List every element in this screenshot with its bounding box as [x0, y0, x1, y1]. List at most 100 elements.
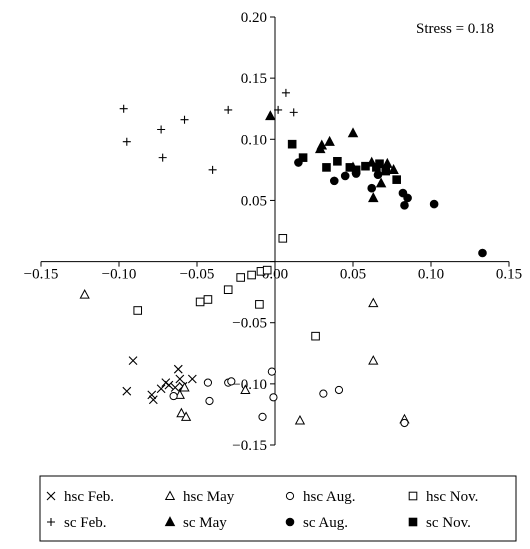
data-point — [382, 157, 393, 168]
series-hsc-nov — [133, 234, 320, 341]
data-point — [375, 177, 387, 188]
data-point — [347, 127, 359, 138]
legend-item: sc Aug. — [285, 515, 348, 531]
data-point — [319, 389, 328, 398]
data-point — [294, 414, 306, 425]
legend-marker — [408, 491, 418, 501]
data-point — [314, 143, 326, 154]
data-point — [158, 153, 167, 162]
data-point — [187, 374, 197, 384]
data-point — [128, 356, 138, 366]
series-sc-nov — [287, 139, 401, 184]
data-point — [392, 175, 401, 184]
y-tick-label: 0.20 — [241, 10, 267, 26]
data-point — [258, 412, 267, 421]
x-tick-label: −0.10 — [102, 267, 137, 283]
data-point — [164, 380, 174, 390]
series-sc-feb — [119, 88, 298, 174]
data-point — [208, 165, 217, 174]
data-point — [400, 201, 409, 210]
data-point — [287, 139, 297, 149]
data-point — [179, 381, 190, 392]
legend-marker — [164, 516, 176, 527]
legend-item: sc May — [164, 515, 227, 531]
data-point — [203, 378, 213, 387]
data-point — [122, 137, 131, 146]
data-point — [269, 393, 278, 402]
data-point — [133, 306, 143, 315]
data-point — [334, 385, 344, 395]
data-point — [180, 411, 192, 421]
data-point — [119, 104, 128, 113]
legend-item: hsc Feb. — [46, 489, 114, 505]
legend-label: hsc May — [183, 489, 235, 505]
data-point — [289, 108, 298, 117]
data-point — [311, 331, 320, 341]
legend-label: hsc Aug. — [303, 489, 356, 505]
data-point — [223, 285, 233, 294]
data-point — [173, 364, 183, 374]
data-point — [340, 171, 350, 181]
legend-label: sc Feb. — [64, 515, 107, 531]
data-point — [148, 395, 158, 405]
legend-marker — [285, 517, 295, 527]
legend-item: hsc May — [164, 489, 235, 505]
data-point — [274, 105, 283, 114]
data-point — [281, 88, 290, 97]
legend-item: hsc Nov. — [408, 489, 478, 505]
y-tick-label: 0.15 — [241, 71, 267, 87]
legend-box — [39, 475, 517, 542]
data-point — [298, 153, 308, 162]
legend-label: hsc Feb. — [64, 489, 114, 505]
data-point — [169, 391, 178, 401]
x-tick-label: −0.15 — [24, 267, 59, 283]
legend: hsc Feb. hsc May hsc Aug. hsc Nov. sc Feb. sc… — [39, 475, 517, 542]
data-point — [351, 165, 361, 175]
series-hsc-aug — [169, 367, 409, 428]
data-point — [247, 270, 256, 280]
legend-item: sc Feb. — [47, 515, 107, 531]
data-point — [478, 248, 487, 258]
series-hsc-may — [79, 289, 410, 425]
data-point — [195, 297, 205, 307]
data-point — [267, 367, 276, 376]
data-point — [180, 115, 189, 124]
data-point — [403, 193, 412, 203]
data-point — [227, 377, 236, 386]
legend-label: sc Aug. — [303, 515, 348, 531]
legend-marker — [285, 491, 295, 501]
axes — [40, 16, 510, 446]
data-point — [381, 166, 391, 176]
y-tick-label: 0.05 — [241, 193, 267, 209]
data-point — [147, 390, 157, 400]
legend-label: sc May — [183, 515, 227, 531]
data-point — [388, 164, 399, 174]
data-point — [240, 384, 251, 394]
series-sc-may — [265, 110, 399, 203]
data-point — [368, 355, 379, 365]
data-point — [333, 156, 342, 166]
data-point — [236, 273, 245, 282]
y-tick-label: −0.15 — [232, 438, 267, 454]
data-point — [324, 135, 335, 146]
data-point — [368, 297, 379, 308]
y-tick-label: −0.05 — [232, 316, 267, 332]
data-points — [79, 88, 487, 428]
data-point — [79, 289, 90, 299]
x-tick-label: 0.15 — [496, 267, 522, 283]
data-point — [176, 407, 187, 418]
data-point — [368, 192, 379, 203]
data-point — [262, 265, 272, 275]
y-tick-label: 0.10 — [241, 132, 267, 148]
data-point — [255, 300, 264, 309]
legend-marker — [164, 490, 176, 500]
x-tick-label: −0.05 — [180, 267, 215, 283]
data-point — [157, 125, 166, 134]
x-tick-label: 0.10 — [418, 267, 444, 283]
legend-item: sc Nov. — [408, 515, 471, 531]
data-point — [122, 386, 132, 396]
data-point — [361, 161, 370, 171]
data-point — [175, 374, 185, 384]
data-point — [203, 295, 213, 304]
